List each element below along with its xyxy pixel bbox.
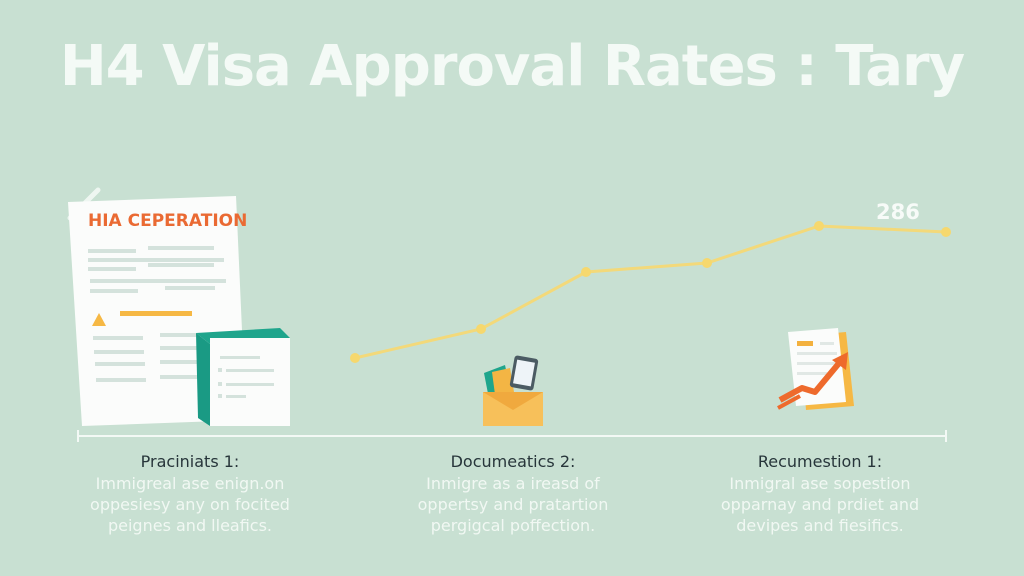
envelope-documents-icon — [483, 355, 543, 426]
document-heading: HIA CEPERATION — [88, 211, 247, 231]
column-line: oppesiesy any on focited — [90, 495, 290, 514]
data-points — [350, 221, 951, 363]
timeline-axis — [77, 430, 947, 442]
column-heading: Praciniats 1: — [140, 452, 240, 471]
column-line: Immigreal ase enign.on — [95, 474, 285, 493]
column-line: pergigcal poffection. — [430, 516, 596, 535]
timeline-column-2: Documeatics 2: Inmigre as a ireasd of op… — [363, 452, 663, 536]
timeline-column-3: Recumestion 1: Inmigral ase sopestion op… — [670, 452, 970, 536]
growth-report-icon — [777, 328, 854, 410]
column-line: Inmigre as a ireasd of — [426, 474, 600, 493]
column-line: peignes and lleafics. — [107, 516, 273, 535]
value-annotation: 286 — [876, 200, 920, 224]
page-title: H4 Visa Approval Rates : Tary — [59, 34, 965, 99]
column-line: devipes and fiesifics. — [736, 516, 904, 535]
document-illustration-icon: HIA CEPERATION — [67, 187, 290, 426]
timeline-column-1: Praciniats 1: Immigreal ase enign.on opp… — [40, 452, 340, 536]
column-heading: Recumestion 1: — [757, 452, 883, 471]
approval-line — [354, 224, 947, 360]
column-line: oppertsy and pratartion — [417, 495, 609, 514]
column-heading: Documeatics 2: — [450, 452, 576, 471]
column-line: Inmigral ase sopestion — [729, 474, 911, 493]
column-line: opparnay and prdiet and — [720, 495, 920, 514]
